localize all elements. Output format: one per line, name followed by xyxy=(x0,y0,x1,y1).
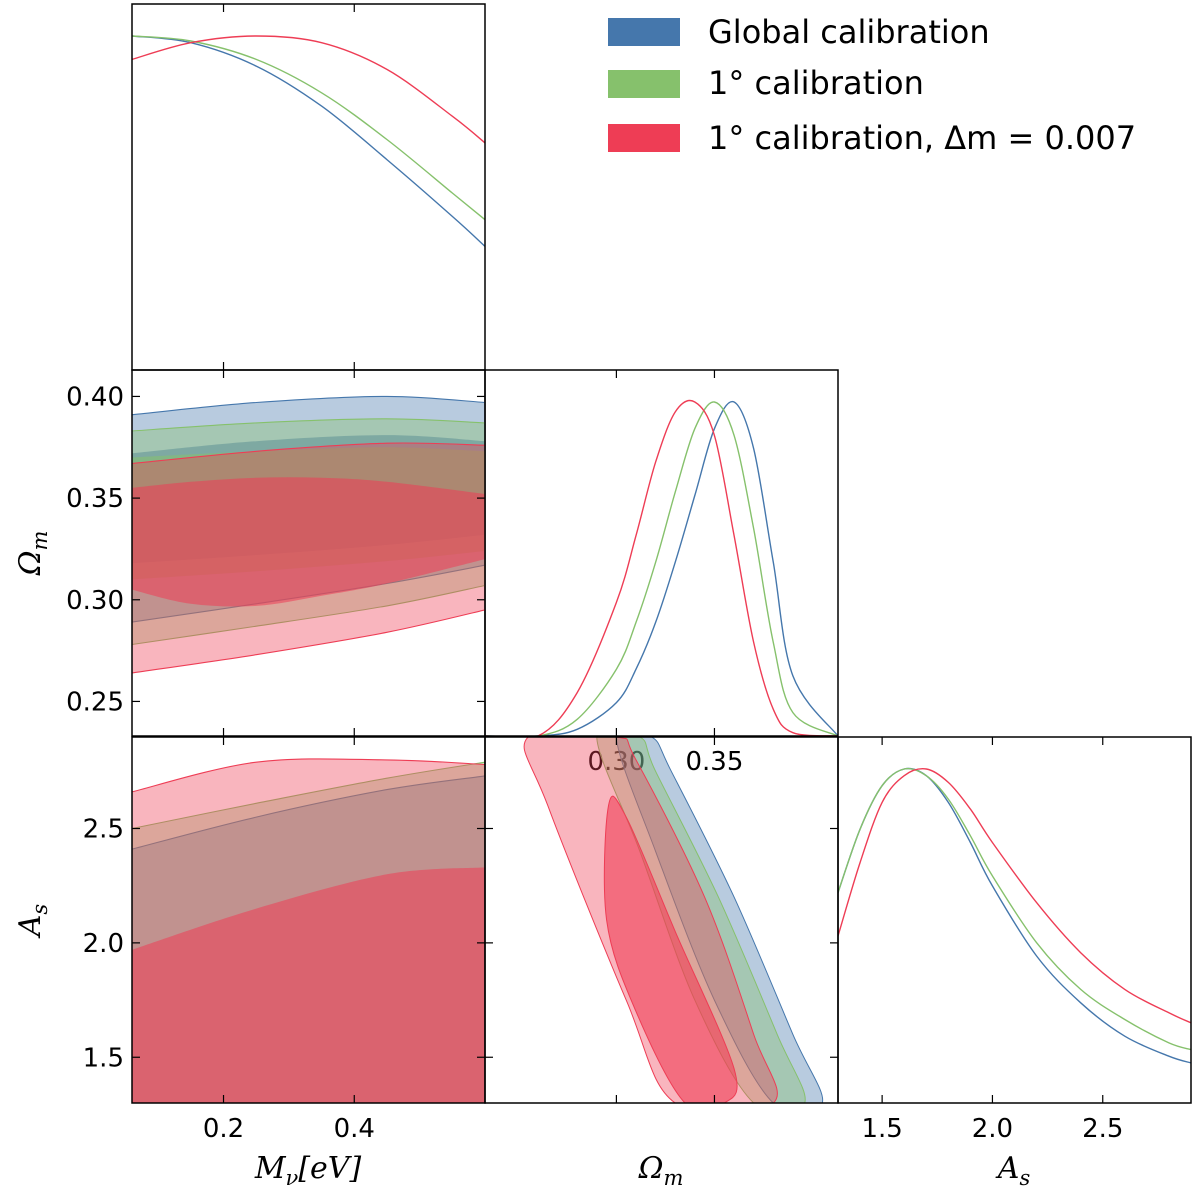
marginal-as xyxy=(838,767,1191,1064)
marginal-mnu xyxy=(132,35,485,247)
legend-label-global: Global calibration xyxy=(708,13,990,51)
marginal-line-as-0 xyxy=(838,767,1191,1064)
y-tick-label-as: 2.5 xyxy=(83,815,124,845)
y-tick-label-om: 0.40 xyxy=(66,382,124,412)
legend-swatch-global xyxy=(608,18,680,46)
axis-label-as-x: As xyxy=(995,1151,1031,1190)
om-vs-mnu xyxy=(132,395,485,674)
legend: Global calibration 1° calibration 1° cal… xyxy=(608,13,1136,157)
marginal-line-mnu-0 xyxy=(132,35,485,247)
y-tick-label-om: 0.25 xyxy=(66,687,124,717)
contour-edge-top-as-vs-mnu-1 xyxy=(132,761,485,830)
y-tick-label-om: 0.30 xyxy=(66,586,124,616)
y-tick-label-as: 1.5 xyxy=(83,1043,124,1073)
x-tick-label-mnu: 0.4 xyxy=(334,1114,375,1144)
marginal-line-mnu-2 xyxy=(132,35,485,144)
axis-label-mnu: Mν[eV] xyxy=(254,1151,362,1190)
x-tick-label-as: 2.0 xyxy=(972,1114,1013,1144)
marginal-line-mnu-1 xyxy=(132,35,485,221)
axis-label-om-x: Ωm xyxy=(638,1151,684,1190)
contour-inner-as-vs-mnu-2 xyxy=(132,867,485,1103)
contour-edge-top-as-vs-mnu-0 xyxy=(132,775,485,850)
contour-edge-top-om-vs-mnu-0 xyxy=(132,395,485,416)
marginal-om xyxy=(485,399,838,736)
contour-edge-top-om-vs-mnu-1 xyxy=(132,418,485,432)
frame-om-vs-mnu xyxy=(131,369,486,737)
contour-edge-top-om-vs-mnu-2 xyxy=(132,442,485,465)
y-tick-label-om: 0.35 xyxy=(66,484,124,514)
legend-swatch-1deg-dm xyxy=(608,124,680,152)
marginal-line-om-1 xyxy=(485,401,838,736)
legend-label-1deg: 1° calibration xyxy=(708,64,924,102)
contour-edge-om-vs-mnu-1 xyxy=(132,584,485,646)
marginal-line-om-2 xyxy=(485,399,838,736)
marginal-line-as-1 xyxy=(838,767,1191,1051)
contour-outer-as-vs-om-0 xyxy=(615,737,824,1103)
contour-edge-om-vs-mnu-2 xyxy=(132,609,485,674)
legend-label-1deg-dm: 1° calibration, Δm = 0.007 xyxy=(708,119,1136,157)
x-tick-label-om: 0.30 xyxy=(587,747,645,777)
x-tick-label-as: 2.5 xyxy=(1082,1114,1123,1144)
x-tick-label-om: 0.35 xyxy=(686,747,744,777)
frame-marginal-mnu xyxy=(131,3,486,371)
frame-marginal-as xyxy=(837,736,1192,1104)
axis-label-om-y: Ωm xyxy=(13,531,52,577)
axis-label-as-y: As xyxy=(13,904,52,940)
as-vs-om xyxy=(523,737,824,1103)
marginal-line-om-0 xyxy=(485,400,838,736)
legend-swatch-1deg xyxy=(608,70,680,98)
as-vs-mnu xyxy=(132,758,485,1103)
contour-edge-top-as-vs-mnu-2 xyxy=(132,758,485,793)
frame-marginal-om xyxy=(484,369,839,737)
contour-inner-om-vs-mnu-2 xyxy=(132,477,485,607)
frame-as-vs-om xyxy=(484,736,839,1104)
x-tick-label-mnu: 0.2 xyxy=(203,1114,244,1144)
marginal-line-as-2 xyxy=(838,768,1191,1024)
x-tick-label-as: 1.5 xyxy=(861,1114,902,1144)
y-tick-label-as: 2.0 xyxy=(83,929,124,959)
